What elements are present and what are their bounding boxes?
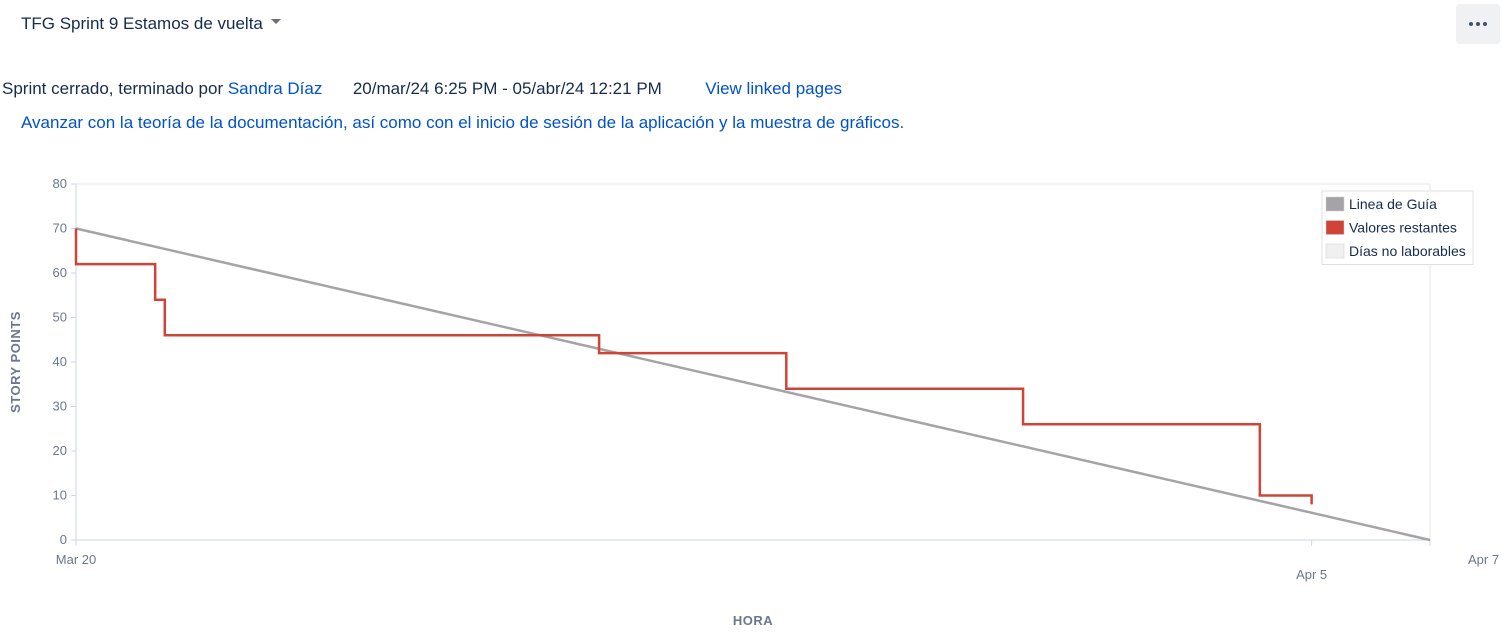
y-tick-label: 70	[53, 221, 67, 236]
legend-swatch-remaining	[1325, 220, 1345, 235]
y-tick-label: 40	[53, 354, 67, 369]
y-tick-label: 20	[53, 443, 67, 458]
x-tick-label: Mar 20	[56, 552, 96, 567]
more-options-button[interactable]	[1456, 4, 1500, 44]
legend-swatch-guide	[1325, 196, 1345, 212]
y-tick-label: 50	[53, 310, 67, 325]
legend-label-guide: Linea de Guía	[1349, 196, 1437, 212]
y-tick-label: 80	[53, 176, 67, 191]
legend-label-non_working: Días no laborables	[1349, 243, 1466, 259]
y-tick-label: 0	[60, 532, 67, 547]
x-tick-label: Apr 5	[1296, 567, 1327, 582]
caret-down-icon	[270, 18, 281, 24]
y-tick-label: 60	[53, 265, 67, 280]
sprint-title: TFG Sprint 9 Estamos de vuelta	[21, 14, 263, 33]
legend-box	[1321, 190, 1474, 265]
legend-swatch-non_working	[1325, 243, 1345, 259]
closed-by-user-link[interactable]: Sandra Díaz	[227, 79, 323, 98]
sprint-status-text: Sprint cerrado, terminado por	[2, 79, 224, 98]
series-line-guide	[75, 227, 1431, 542]
sprint-goal: Avanzar con la teoría de la documentació…	[21, 113, 905, 132]
more-dots-icon	[1469, 22, 1473, 26]
sprint-title-dropdown[interactable]: TFG Sprint 9 Estamos de vuelta	[21, 14, 281, 34]
plot-frame	[75, 183, 1431, 541]
y-axis-title: STORY POINTS	[8, 311, 23, 413]
sprint-meta: Sprint cerrado, terminado por Sandra Día…	[2, 79, 842, 99]
burndown-chart: 0 10 20 30 40 50 60 70 80 Mar 20 Apr 5 Apr 7 HORA STO…	[8, 176, 1499, 628]
view-linked-pages-link[interactable]: View linked pages	[705, 79, 843, 98]
legend-label-remaining: Valores restantes	[1349, 220, 1457, 236]
x-axis-title: HORA	[733, 613, 773, 628]
y-tick-label: 10	[53, 488, 67, 503]
x-tick-label: Apr 7	[1468, 552, 1499, 567]
y-tick-label: 30	[53, 399, 67, 414]
series-line-remaining	[74, 228, 1313, 505]
sprint-date-range: 20/mar/24 6:25 PM - 05/abr/24 12:21 PM	[352, 79, 662, 98]
